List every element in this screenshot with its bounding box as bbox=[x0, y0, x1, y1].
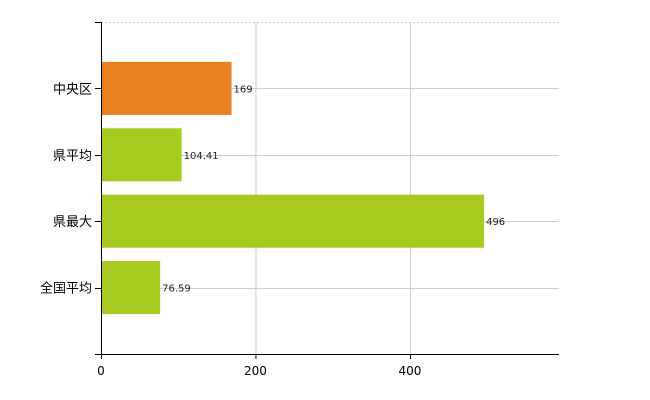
data-label: 496 bbox=[486, 217, 505, 228]
bar-0 bbox=[101, 61, 232, 115]
data-label: 76.59 bbox=[162, 284, 191, 295]
x-tick-label: 0 bbox=[97, 364, 105, 378]
bar-1 bbox=[101, 128, 182, 182]
category-label: 県平均 bbox=[53, 149, 92, 164]
category-label: 中央区 bbox=[53, 82, 92, 97]
bar-3 bbox=[101, 261, 161, 315]
x-tick-label: 400 bbox=[398, 364, 421, 378]
x-tick-label: 200 bbox=[244, 364, 267, 378]
data-label: 104.41 bbox=[184, 151, 219, 162]
data-label: 169 bbox=[234, 84, 253, 95]
bar-2 bbox=[101, 194, 485, 248]
category-label: 全国平均 bbox=[40, 281, 92, 297]
category-label: 県最大 bbox=[53, 215, 92, 230]
